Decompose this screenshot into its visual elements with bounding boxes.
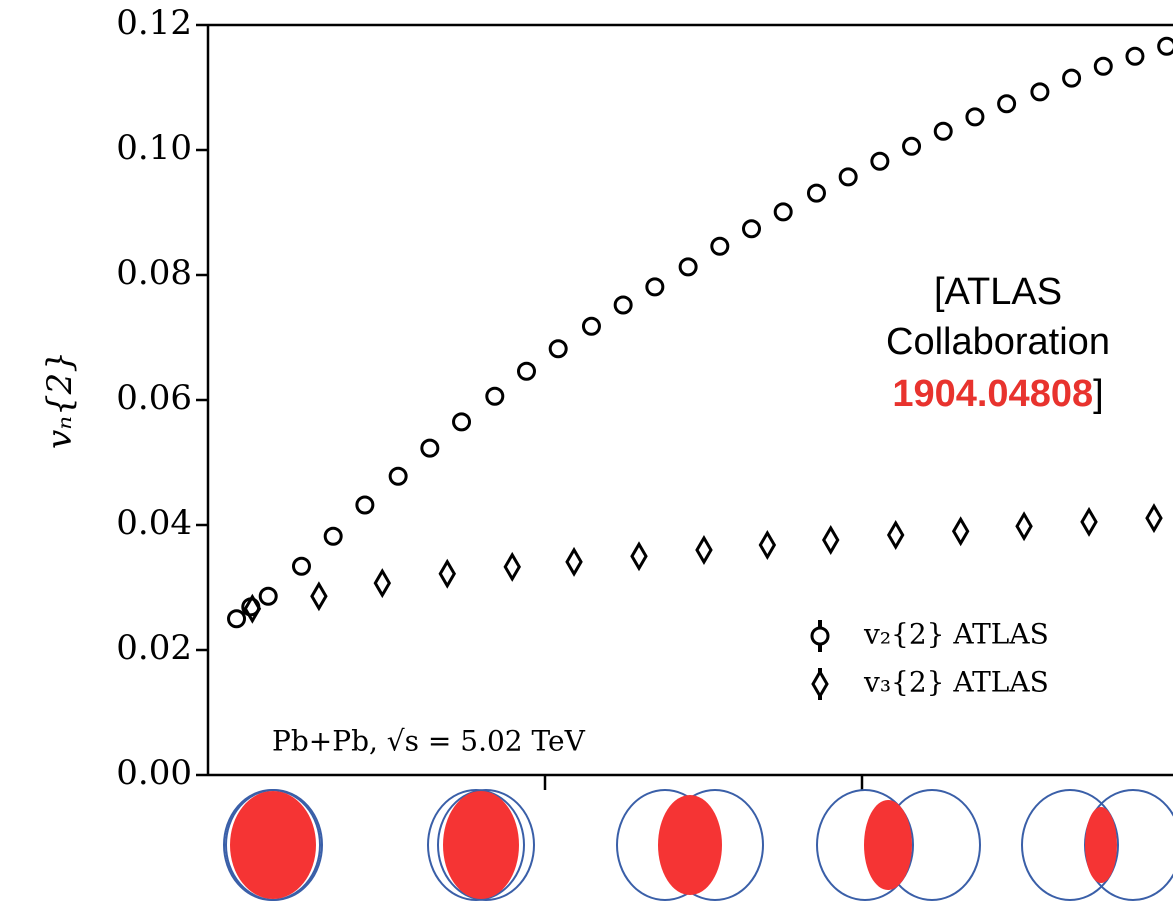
data-point bbox=[1080, 506, 1098, 537]
data-point bbox=[645, 277, 665, 297]
y-axis-label: vₙ{2} bbox=[40, 351, 80, 449]
annotation-ref-number: 1904.04808 bbox=[892, 373, 1093, 415]
system-label: Pb+Pb, √s = 5.02 TeV bbox=[272, 725, 586, 758]
y-tick-label: 0.10 bbox=[116, 128, 192, 168]
data-point bbox=[323, 526, 343, 546]
data-point bbox=[227, 609, 247, 629]
data-point bbox=[291, 556, 311, 576]
data-point bbox=[420, 438, 440, 458]
data-point bbox=[243, 593, 262, 624]
data-point bbox=[997, 94, 1017, 114]
data-point bbox=[758, 530, 777, 560]
data-point bbox=[902, 136, 922, 156]
data-point bbox=[548, 339, 568, 359]
legend-marker bbox=[810, 626, 830, 646]
y-tick-label: 0.08 bbox=[116, 253, 192, 293]
y-tick-label: 0.06 bbox=[116, 378, 192, 418]
data-point bbox=[485, 386, 505, 406]
data-point bbox=[503, 551, 521, 582]
data-point bbox=[886, 520, 905, 550]
annotation-line: Collaboration bbox=[886, 321, 1110, 363]
data-point bbox=[613, 295, 633, 315]
data-point bbox=[452, 412, 472, 432]
data-point bbox=[1015, 511, 1033, 542]
legend-label: v₂{2} ATLAS bbox=[863, 618, 1049, 651]
data-point bbox=[870, 151, 890, 171]
data-point bbox=[710, 236, 730, 256]
data-point bbox=[821, 525, 840, 555]
data-point bbox=[438, 558, 457, 589]
y-tick-label: 0.04 bbox=[116, 503, 192, 543]
data-point bbox=[1062, 68, 1082, 88]
data-point bbox=[838, 167, 858, 187]
overlap-diagrams bbox=[223, 789, 1173, 901]
data-point bbox=[695, 535, 713, 565]
data-point bbox=[951, 516, 970, 547]
annotation-close: ] bbox=[1093, 373, 1104, 415]
data-point bbox=[355, 495, 375, 515]
data-point bbox=[1145, 503, 1163, 534]
data-point bbox=[1030, 82, 1050, 102]
y-tick-label: 0.12 bbox=[116, 3, 192, 43]
data-point bbox=[565, 546, 583, 577]
data-point bbox=[742, 219, 762, 239]
legend-marker bbox=[811, 669, 829, 699]
data-point bbox=[1125, 46, 1145, 66]
data-point bbox=[965, 107, 985, 127]
data-point bbox=[258, 586, 278, 606]
data-point bbox=[1093, 56, 1113, 76]
data-point bbox=[516, 361, 536, 381]
annotation-ref: 1904.04808] bbox=[892, 373, 1103, 415]
annotation-line: [ATLAS bbox=[934, 271, 1062, 313]
data-point bbox=[1157, 36, 1173, 56]
data-point bbox=[388, 466, 408, 486]
data-point bbox=[933, 121, 953, 141]
y-tick-label: 0.02 bbox=[116, 628, 192, 668]
data-point bbox=[373, 568, 392, 599]
data-point bbox=[310, 581, 328, 612]
legend-label: v₃{2} ATLAS bbox=[863, 666, 1049, 699]
data-point bbox=[630, 541, 648, 572]
data-point bbox=[678, 257, 698, 277]
data-point bbox=[806, 183, 826, 203]
data-point bbox=[773, 202, 793, 222]
data-point bbox=[581, 316, 601, 336]
y-tick-label: 0.00 bbox=[116, 753, 192, 793]
